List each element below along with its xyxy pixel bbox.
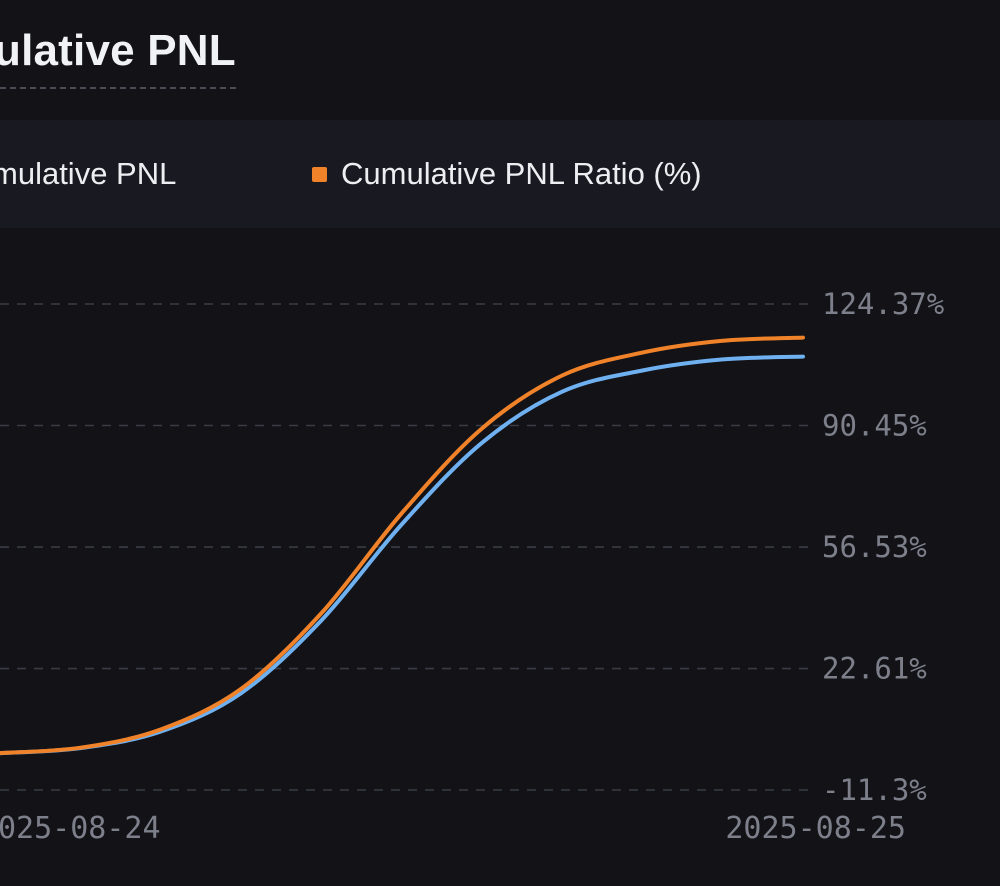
x-axis-tick-labels: 025-08-24 2025-08-25: [0, 811, 906, 846]
series-lines: [0, 335, 805, 756]
legend-bar: mulative PNL Cumulative PNL Ratio (%): [0, 120, 1000, 228]
series-line-pnl-ratio[interactable]: [0, 335, 805, 756]
y-tick-label: -11.3%: [822, 773, 927, 807]
legend-label-cumulative-pnl: mulative PNL: [0, 156, 177, 191]
chart-title[interactable]: ulative PNL: [0, 26, 236, 75]
grid-lines: [0, 303, 808, 791]
y-axis-tick-labels: 124.37% 90.45% 56.53% 22.61% -11.3%: [822, 287, 944, 807]
legend-label-cumulative-pnl-ratio: Cumulative PNL Ratio (%): [341, 156, 702, 191]
y-tick-label: 124.37%: [822, 287, 944, 321]
y-tick-label: 90.45%: [822, 409, 927, 443]
y-tick-label: 56.53%: [822, 530, 927, 564]
chart-title-container: ulative PNL: [0, 16, 236, 89]
y-tick-label: 22.61%: [822, 652, 927, 686]
legend-item-cumulative-pnl[interactable]: mulative PNL: [0, 120, 176, 228]
x-tick-label: 025-08-24: [0, 811, 161, 846]
legend-item-cumulative-pnl-ratio[interactable]: Cumulative PNL Ratio (%): [312, 120, 702, 228]
series-line-cumulative-pnl[interactable]: [0, 354, 805, 756]
legend-swatch-orange: [312, 166, 327, 182]
title-dashed-underline: [0, 87, 236, 89]
x-tick-label: 2025-08-25: [725, 811, 906, 846]
